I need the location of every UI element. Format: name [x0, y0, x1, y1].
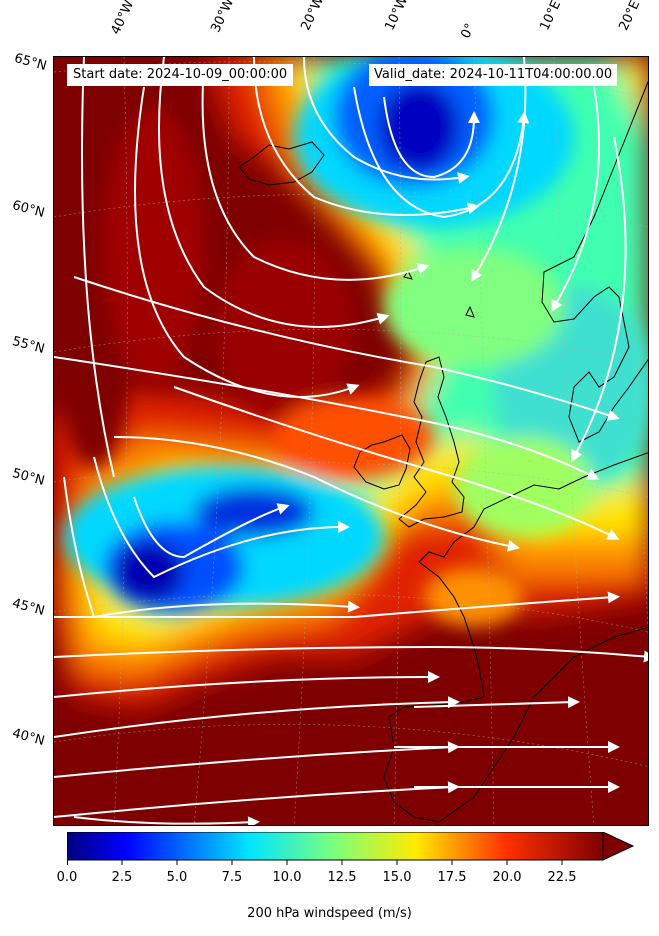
colorbar — [67, 832, 635, 865]
colorbar-ticks — [67, 860, 563, 865]
colorbar-tick-4: 10.0 — [272, 870, 302, 885]
colorbar-tick-0: 0.0 — [56, 870, 78, 885]
colorbar-extend-triangle — [602, 832, 635, 861]
colorbar-tick-2: 5.0 — [166, 870, 188, 885]
lat-label-65n: 65°N — [12, 51, 49, 74]
streamlines — [54, 57, 648, 825]
graticule — [54, 57, 648, 825]
lon-label-20w: 20°W — [298, 0, 328, 33]
scandinavia-coast — [568, 296, 648, 443]
colorbar-gradient — [67, 832, 604, 861]
lat-label-45n: 45°N — [10, 596, 47, 619]
lon-label-0: 0° — [458, 21, 479, 41]
lon-label-10e: 10°E — [537, 0, 565, 33]
colorbar-tick-7: 17.5 — [437, 870, 467, 885]
continental-coast — [418, 452, 648, 698]
lon-label-20e: 20°E — [616, 0, 644, 33]
colorbar-tick-3: 7.5 — [221, 870, 243, 885]
lon-label-10w: 10°W — [382, 0, 412, 33]
lat-label-60n: 60°N — [10, 198, 47, 221]
lat-label-55n: 55°N — [10, 334, 47, 357]
valid-date-label: Valid_date: 2024-10-11T04:00:00.00 — [369, 64, 618, 86]
colorbar-tick-8: 20.0 — [492, 870, 522, 885]
great-britain-coast — [398, 356, 465, 528]
lat-label-50n: 50°N — [10, 466, 47, 489]
colorbar-tick-9: 22.5 — [547, 870, 577, 885]
lon-label-30w: 30°W — [208, 0, 238, 36]
lon-label-40w: 40°W — [108, 0, 138, 38]
colorbar-tick-6: 15.0 — [382, 870, 412, 885]
map-panel — [53, 56, 649, 826]
colorbar-label: 200 hPa windspeed (m/s) — [247, 906, 412, 921]
start-date-label: Start date: 2024-10-09_00:00:00 — [67, 64, 294, 86]
windspeed-map — [54, 57, 648, 825]
colorbar-tick-5: 12.5 — [327, 870, 357, 885]
lat-label-40n: 40°N — [10, 726, 47, 749]
colorbar-tick-1: 2.5 — [111, 870, 133, 885]
iceland-coast — [238, 141, 325, 186]
